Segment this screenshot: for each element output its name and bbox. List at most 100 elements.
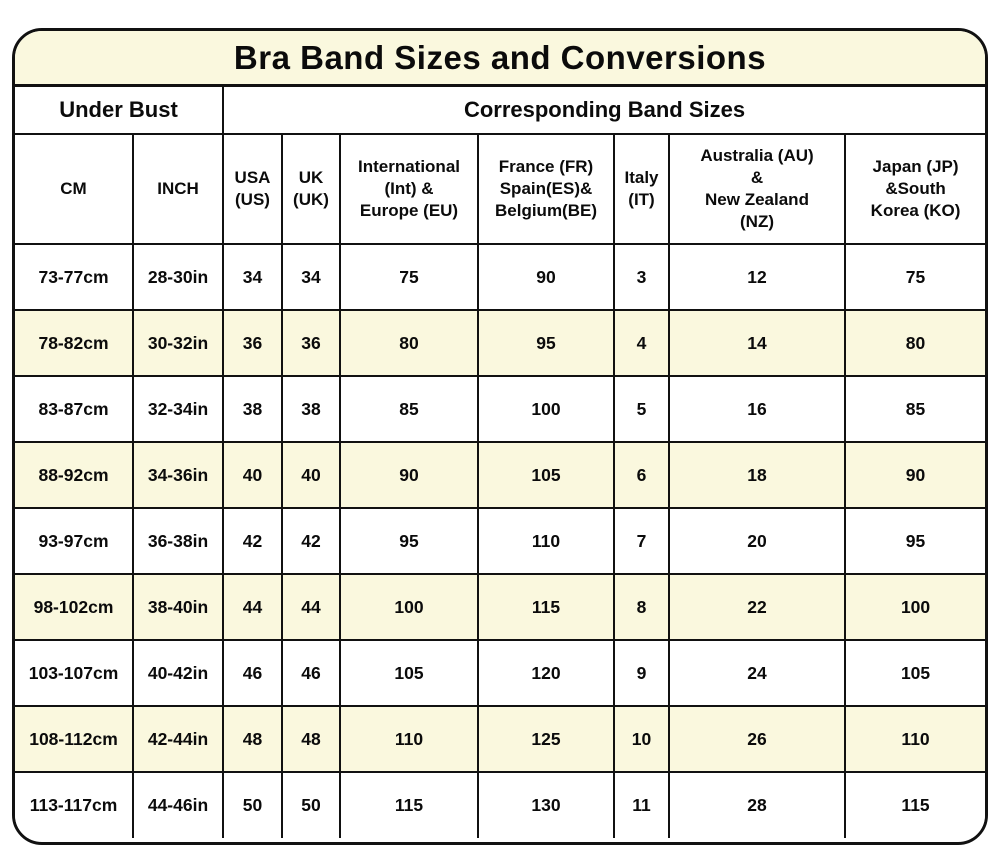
table-cell: 85 [339, 375, 479, 443]
column-header-cm: CM [15, 133, 134, 245]
table-row: 108-112cm 42-44in 48 48 110 125 10 26 110 [15, 705, 985, 773]
column-header-france-spain-belgium: France (FR) Spain(ES)& Belgium(BE) [477, 133, 615, 245]
table-cell: 14 [668, 309, 846, 377]
table-cell: 4 [613, 309, 670, 377]
table-cell: 75 [339, 243, 479, 311]
table-cell: 105 [477, 441, 615, 509]
table-cell: 78-82cm [15, 309, 134, 377]
table-cell: 108-112cm [15, 705, 134, 773]
table-cell: 38 [222, 375, 283, 443]
table-cell: 36 [281, 309, 341, 377]
table-cell: 11 [613, 771, 670, 839]
table-cell: 40 [222, 441, 283, 509]
table-cell: 36-38in [132, 507, 224, 575]
table-cell: 100 [843, 573, 985, 641]
table-row: 103-107cm 40-42in 46 46 105 120 9 24 105 [15, 639, 985, 707]
group-header-row: Under Bust Corresponding Band Sizes [15, 86, 985, 135]
table-cell: 103-107cm [15, 639, 134, 707]
column-header-italy: Italy (IT) [613, 133, 670, 245]
table-cell: 38-40in [132, 573, 224, 641]
bra-band-size-table: Under Bust Corresponding Band Sizes CM I… [15, 86, 985, 839]
table-cell: 22 [668, 573, 846, 641]
table-cell: 38 [281, 375, 341, 443]
table-cell: 105 [843, 639, 985, 707]
column-header-international: International (Int) & Europe (EU) [339, 133, 479, 245]
table-cell: 98-102cm [15, 573, 134, 641]
table-row: 98-102cm 38-40in 44 44 100 115 8 22 100 [15, 573, 985, 641]
table-cell: 40-42in [132, 639, 224, 707]
table-title: Bra Band Sizes and Conversions [15, 31, 985, 87]
table-cell: 24 [668, 639, 846, 707]
table-cell: 80 [843, 309, 985, 377]
table-cell: 83-87cm [15, 375, 134, 443]
table-cell: 42-44in [132, 705, 224, 773]
table-cell: 120 [477, 639, 615, 707]
table-cell: 100 [477, 375, 615, 443]
table-cell: 20 [668, 507, 846, 575]
table-cell: 115 [843, 771, 985, 839]
table-cell: 95 [339, 507, 479, 575]
table-cell: 46 [222, 639, 283, 707]
table-cell: 8 [613, 573, 670, 641]
table-cell: 73-77cm [15, 243, 134, 311]
table-cell: 48 [222, 705, 283, 773]
table-cell: 42 [281, 507, 341, 575]
table-cell: 113-117cm [15, 771, 134, 839]
table-cell: 40 [281, 441, 341, 509]
table-cell: 48 [281, 705, 341, 773]
table-cell: 90 [477, 243, 615, 311]
table-cell: 28-30in [132, 243, 224, 311]
table-cell: 7 [613, 507, 670, 575]
table-cell: 110 [339, 705, 479, 773]
column-header-usa: USA (US) [222, 133, 283, 245]
table-cell: 34-36in [132, 441, 224, 509]
table-cell: 16 [668, 375, 846, 443]
table-cell: 44 [281, 573, 341, 641]
table-cell: 26 [668, 705, 846, 773]
table-cell: 95 [843, 507, 985, 575]
table-cell: 50 [281, 771, 341, 839]
table-row: 93-97cm 36-38in 42 42 95 110 7 20 95 [15, 507, 985, 575]
table-cell: 46 [281, 639, 341, 707]
group-header-under-bust: Under Bust [15, 86, 224, 135]
table-cell: 85 [843, 375, 985, 443]
table-body: 73-77cm 28-30in 34 34 75 90 3 12 75 78-82cm 30-32i… [15, 243, 985, 839]
table-cell: 130 [477, 771, 615, 839]
table-cell: 88-92cm [15, 441, 134, 509]
table-row: 78-82cm 30-32in 36 36 80 95 4 14 80 [15, 309, 985, 377]
table-cell: 44 [222, 573, 283, 641]
column-header-uk: UK (UK) [281, 133, 341, 245]
table-cell: 32-34in [132, 375, 224, 443]
table-cell: 110 [843, 705, 985, 773]
column-header-japan-korea: Japan (JP) &South Korea (KO) [843, 133, 985, 245]
table-cell: 115 [477, 573, 615, 641]
table-cell: 30-32in [132, 309, 224, 377]
table-row: 113-117cm 44-46in 50 50 115 130 11 28 115 [15, 771, 985, 839]
table-cell: 44-46in [132, 771, 224, 839]
conversion-table-card: Bra Band Sizes and Conversions Under Bus… [12, 28, 988, 845]
table-cell: 75 [843, 243, 985, 311]
table-cell: 34 [222, 243, 283, 311]
table-cell: 105 [339, 639, 479, 707]
table-cell: 28 [668, 771, 846, 839]
table-cell: 90 [339, 441, 479, 509]
table-cell: 42 [222, 507, 283, 575]
column-header-row: CM INCH USA (US) UK (UK) International (… [15, 133, 985, 245]
table-cell: 36 [222, 309, 283, 377]
table-cell: 10 [613, 705, 670, 773]
table-cell: 5 [613, 375, 670, 443]
table-cell: 6 [613, 441, 670, 509]
table-cell: 100 [339, 573, 479, 641]
table-cell: 12 [668, 243, 846, 311]
table-cell: 34 [281, 243, 341, 311]
table-cell: 110 [477, 507, 615, 575]
table-cell: 125 [477, 705, 615, 773]
table-row: 83-87cm 32-34in 38 38 85 100 5 16 85 [15, 375, 985, 443]
table-cell: 90 [843, 441, 985, 509]
table-cell: 80 [339, 309, 479, 377]
table-cell: 93-97cm [15, 507, 134, 575]
table-cell: 115 [339, 771, 479, 839]
column-header-inch: INCH [132, 133, 224, 245]
table-row: 88-92cm 34-36in 40 40 90 105 6 18 90 [15, 441, 985, 509]
group-header-corresponding-band-sizes: Corresponding Band Sizes [221, 86, 985, 135]
